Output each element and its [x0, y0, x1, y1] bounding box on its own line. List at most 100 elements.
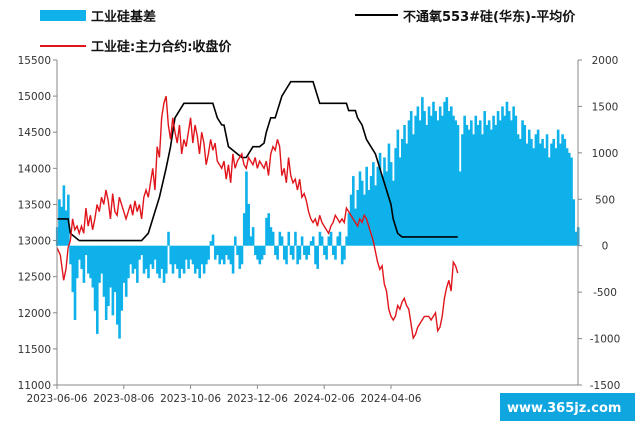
basis-bar — [258, 245, 262, 265]
basis-bar — [314, 245, 317, 265]
basis-bar — [127, 245, 130, 279]
basis-bar — [492, 115, 495, 246]
basis-bar — [434, 111, 437, 246]
basis-bar — [516, 134, 520, 246]
basis-bar — [436, 120, 440, 246]
basis-bar — [276, 245, 279, 260]
basis-bar — [73, 245, 77, 320]
y-right-tick-label: -1000 — [590, 334, 621, 346]
basis-bar — [521, 120, 524, 246]
basis-bar — [331, 245, 335, 255]
line-main-contract-close — [56, 95, 459, 341]
basis-bar — [323, 245, 326, 255]
basis-bar — [512, 106, 515, 246]
basis-bar — [274, 245, 277, 255]
basis-bar — [425, 125, 429, 246]
basis-bar — [144, 245, 148, 269]
basis-bar — [334, 245, 337, 260]
basis-bar — [185, 245, 188, 260]
y-axis-left-ticks: 11000 11500 12000 12500 13000 13500 14000 14500… — [18, 55, 57, 392]
basis-bar — [58, 199, 61, 246]
basis-bar — [461, 134, 464, 246]
basis-bar — [554, 148, 558, 246]
basis-bar — [485, 125, 489, 246]
basis-bar — [311, 236, 315, 246]
basis-bar — [349, 194, 353, 246]
basis-bar — [380, 176, 384, 246]
y-left-tick-label: 13000 — [18, 236, 51, 248]
basis-bar — [87, 245, 90, 274]
basis-bar — [280, 236, 284, 246]
basis-bar — [320, 236, 324, 246]
y-right-tick-label: 1000 — [592, 148, 619, 160]
basis-bar — [438, 106, 442, 246]
basis-bar — [60, 206, 63, 246]
basis-bar — [329, 231, 333, 246]
basis-bar — [242, 213, 246, 246]
line-553-avg-price — [57, 80, 458, 242]
basis-bar — [340, 245, 344, 265]
basis-bar — [561, 134, 564, 246]
basis-bar — [118, 245, 121, 339]
basis-bar — [567, 152, 571, 246]
basis-bar — [447, 111, 451, 246]
basis-bar — [570, 157, 573, 246]
basis-bar — [530, 138, 533, 246]
basis-bar — [318, 231, 322, 246]
basis-bar — [507, 111, 511, 246]
y-left-tick-label: 14000 — [18, 163, 51, 175]
basis-bar — [102, 245, 106, 297]
basis-bar — [396, 129, 400, 246]
basis-bar — [156, 245, 159, 274]
basis-bar — [398, 157, 402, 246]
basis-bar — [545, 134, 549, 246]
basis-bar — [205, 245, 208, 265]
basis-bar — [527, 129, 531, 246]
basis-bar — [294, 231, 297, 246]
basis-bar — [78, 245, 81, 260]
basis-bar — [487, 120, 491, 246]
basis-bar — [392, 180, 395, 246]
x-tick-label: 2023-10-06 — [160, 393, 221, 405]
y-right-tick-label: -1500 — [590, 380, 621, 392]
basis-bar — [465, 125, 469, 246]
axes: 11000 11500 12000 12500 13000 13500 14000 14500… — [18, 55, 621, 405]
basis-bar — [162, 245, 166, 283]
basis-bar — [503, 115, 507, 246]
basis-bar — [483, 111, 486, 246]
basis-bar — [225, 245, 228, 255]
basis-bar — [523, 125, 527, 246]
basis-bar — [196, 245, 199, 269]
basis-bar — [187, 245, 190, 269]
basis-bar — [356, 190, 360, 246]
basis-bar — [445, 97, 449, 246]
basis-bar — [550, 143, 553, 246]
basis-bar — [82, 245, 86, 283]
basis-bar — [262, 245, 266, 255]
basis-bar — [64, 210, 68, 246]
basis-bar — [231, 245, 235, 274]
basis-bar — [505, 101, 509, 246]
basis-bar — [149, 245, 153, 265]
basis-bar — [519, 138, 522, 246]
basis-bar — [441, 115, 444, 246]
basis-bar — [167, 231, 170, 246]
basis-bar — [367, 190, 371, 246]
watermark-text: www.365jz.com — [507, 401, 621, 416]
basis-bar — [565, 148, 569, 246]
basis-bar — [138, 245, 141, 260]
basis-bar — [151, 245, 155, 269]
basis-bar — [463, 115, 466, 246]
basis-bar — [501, 106, 504, 246]
basis-bar — [198, 245, 201, 279]
basis-bar — [472, 134, 475, 246]
y-left-tick-label: 13500 — [18, 199, 51, 211]
basis-bar — [514, 115, 518, 246]
basis-bar — [171, 245, 175, 274]
basis-bar — [474, 115, 478, 246]
basis-bar — [147, 245, 150, 279]
legend-label-basis: 工业硅基差 — [91, 9, 156, 25]
basis-bar — [209, 241, 213, 246]
basis-bar — [443, 101, 446, 246]
